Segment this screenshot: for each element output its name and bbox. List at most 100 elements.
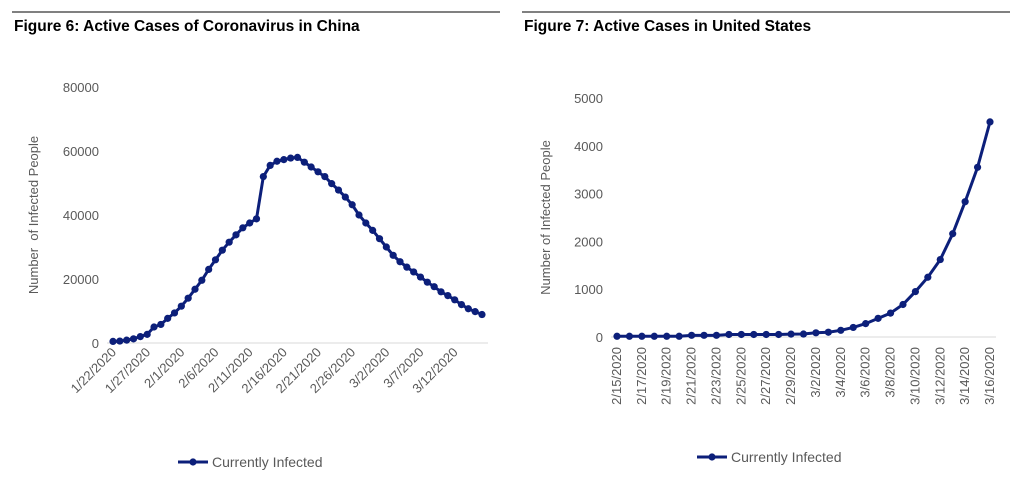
x-tick-label: 3/12/2020 (932, 347, 947, 405)
data-point (280, 156, 288, 164)
data-point (252, 215, 261, 223)
data-point (246, 219, 254, 227)
data-point (700, 331, 708, 339)
data-point (198, 276, 206, 284)
data-point (184, 294, 192, 302)
data-point (259, 173, 267, 181)
data-point (924, 273, 932, 281)
data-point (874, 314, 882, 322)
y-tick-label: 0 (596, 330, 603, 345)
series-line (112, 155, 483, 343)
data-point (143, 330, 151, 338)
data-point (638, 332, 646, 340)
data-point (355, 211, 363, 219)
data-point (136, 333, 144, 341)
data-point (775, 330, 783, 339)
data-point (675, 332, 683, 340)
data-point (314, 168, 322, 176)
data-point (862, 320, 870, 328)
data-point (613, 332, 621, 340)
x-tick-label: 2/23/2020 (708, 347, 723, 405)
data-point (849, 323, 857, 332)
data-point (961, 198, 969, 206)
data-point (430, 283, 438, 291)
data-point (787, 330, 795, 338)
series-line (617, 121, 992, 338)
data-point (410, 268, 418, 276)
data-point (437, 288, 445, 296)
x-tick-label: 3/6/2020 (858, 347, 873, 398)
data-point (116, 337, 124, 345)
data-point (911, 287, 920, 296)
data-point (423, 278, 431, 286)
data-point (123, 336, 131, 344)
data-point (170, 309, 179, 317)
y-tick-label: 3000 (574, 187, 603, 202)
x-tick-label: 3/16/2020 (982, 347, 997, 405)
data-point (936, 255, 944, 264)
data-point (341, 193, 349, 201)
data-point (109, 337, 117, 345)
data-point (799, 330, 808, 338)
data-point (307, 163, 315, 171)
data-point (362, 219, 370, 227)
data-point (403, 263, 411, 271)
data-point (266, 161, 274, 169)
data-point (688, 331, 696, 339)
data-point (239, 224, 247, 232)
x-tick-label: 3/14/2020 (957, 347, 972, 405)
data-point (321, 173, 329, 181)
data-point (737, 330, 745, 339)
x-tick-label: 3/10/2020 (907, 347, 922, 405)
data-point (457, 301, 466, 309)
data-point (389, 251, 397, 259)
y-tick-label: 60000 (63, 144, 99, 159)
data-point (150, 323, 158, 331)
y-tick-label: 2000 (574, 234, 603, 249)
data-point (129, 335, 138, 343)
data-point (348, 201, 356, 209)
y-tick-label: 5000 (574, 91, 603, 106)
x-tick-label: 3/2/2020 (808, 347, 823, 398)
x-tick-label: 2/15/2020 (609, 347, 624, 405)
data-point (211, 256, 220, 264)
data-point (650, 332, 658, 340)
y-tick-label: 40000 (63, 208, 99, 223)
data-point (416, 273, 425, 281)
legend-marker (189, 458, 197, 466)
data-point (396, 258, 404, 266)
data-point (225, 238, 233, 246)
x-tick-label: 3/8/2020 (883, 347, 898, 398)
data-point (451, 296, 459, 304)
data-point (986, 118, 994, 126)
data-point (164, 314, 172, 322)
x-tick-label: 2/17/2020 (634, 347, 649, 405)
data-point (157, 320, 165, 329)
y-tick-label: 1000 (574, 282, 603, 297)
data-point (328, 180, 336, 188)
data-point (444, 292, 452, 300)
legend-label: Currently Infected (212, 454, 323, 470)
x-tick-label: 2/21/2020 (684, 347, 699, 405)
y-axis-title: Number of Infected People (538, 140, 553, 295)
data-point (464, 305, 472, 313)
y-tick-label: 4000 (574, 139, 603, 154)
data-point (293, 153, 302, 161)
data-point (273, 157, 281, 165)
legend-label: Currently Infected (731, 449, 842, 465)
data-point (899, 300, 907, 309)
y-tick-label: 80000 (63, 80, 99, 95)
chart-title: Figure 7: Active Cases in United States (524, 18, 811, 35)
x-tick-label: 2/29/2020 (783, 347, 798, 405)
data-point (334, 186, 343, 194)
data-point (725, 330, 733, 339)
data-point (191, 285, 199, 293)
data-point (177, 302, 185, 310)
data-point (762, 330, 770, 339)
data-point (712, 331, 721, 339)
x-tick-label: 2/19/2020 (659, 347, 674, 405)
data-point (471, 308, 479, 316)
data-point (663, 332, 671, 340)
y-tick-label: 20000 (63, 272, 99, 287)
